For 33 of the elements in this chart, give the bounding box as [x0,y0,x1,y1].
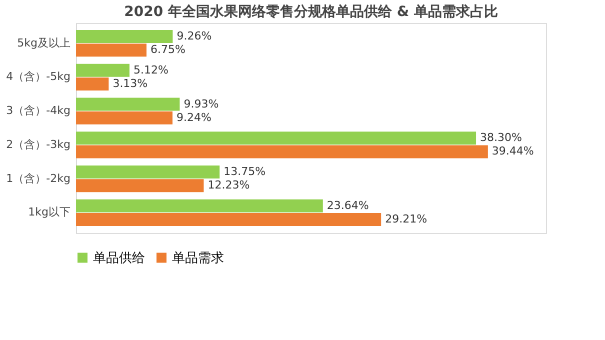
bar [76,77,109,90]
data-label: 39.44% [492,144,534,158]
bar [76,111,173,124]
bar [76,132,476,145]
bar [76,44,146,57]
data-label: 38.30% [480,131,522,144]
data-label: 12.23% [208,178,250,192]
bar [76,30,173,44]
bar [76,166,220,179]
y-tick-label: 1kg以下 [28,206,70,219]
y-tick-label: 2（含）-3kg [6,138,70,151]
data-label: 6.75% [150,43,186,56]
legend-label: 单品供给 [93,250,145,266]
y-tick-label: 4（含）-5kg [6,70,70,84]
bar [76,199,323,212]
data-label: 13.75% [224,165,266,178]
data-label: 9.26% [176,30,212,43]
bar [76,212,382,226]
bar [76,64,130,77]
data-label: 29.21% [385,212,428,226]
data-label: 23.64% [326,198,369,212]
bar [76,98,180,111]
chart-title: 2020 年全国水果网络零售分规格单品供给 & 单品需求占比 [124,4,498,20]
data-label: 5.12% [133,63,168,76]
bar [76,145,488,158]
data-label: 9.24% [176,110,212,124]
data-label: 3.13% [112,76,148,90]
bar [76,179,204,192]
data-label: 9.93% [184,97,219,110]
legend-label: 单品需求 [172,250,224,266]
y-tick-label: 5kg及以上 [17,36,70,50]
y-tick-label: 3（含）-4kg [6,104,70,118]
y-tick-label: 1（含）-2kg [6,172,70,185]
